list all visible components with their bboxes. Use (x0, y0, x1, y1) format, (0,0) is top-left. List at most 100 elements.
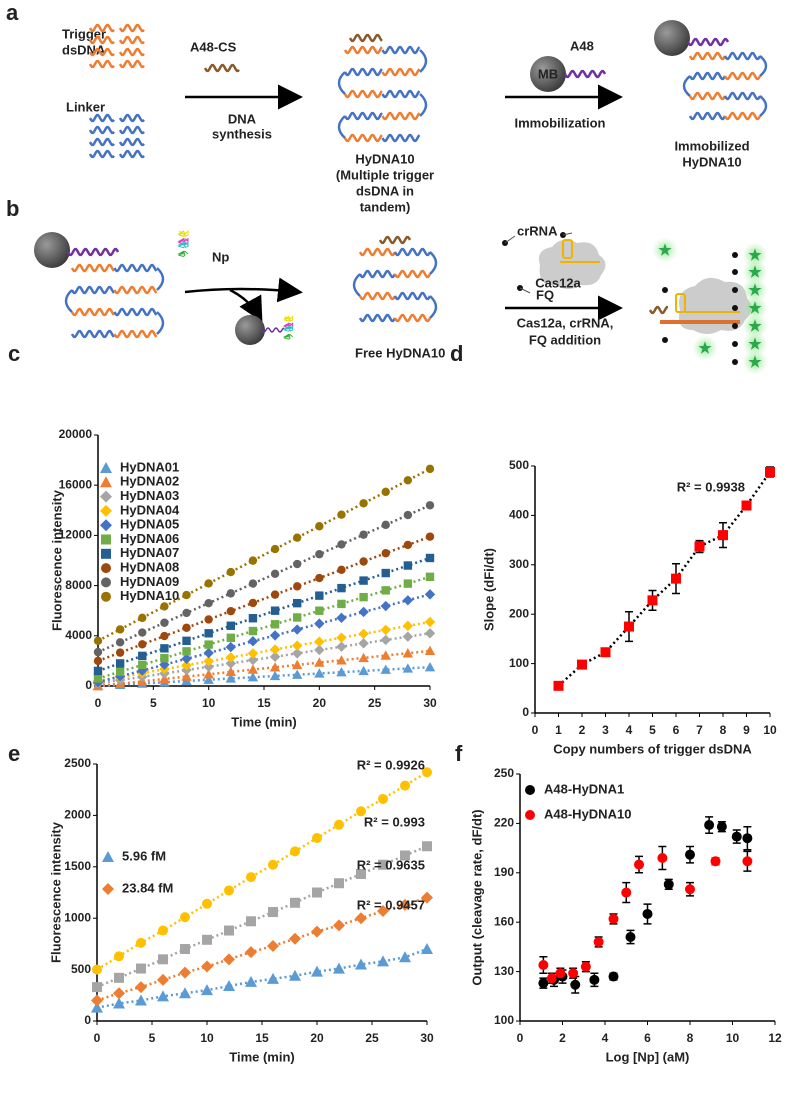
legend-marker (101, 577, 111, 588)
marker (91, 1001, 103, 1013)
label: synthesis (212, 126, 272, 141)
strand (358, 247, 397, 257)
glow (742, 331, 768, 357)
label: Linker (66, 99, 105, 114)
y-tick-label: 0 (84, 1013, 91, 1027)
marker (741, 500, 752, 511)
marker (336, 655, 347, 665)
marker (245, 975, 257, 987)
crrna (562, 239, 573, 259)
marker (248, 579, 258, 588)
strand (261, 327, 285, 333)
marker (555, 968, 566, 979)
marker (135, 981, 147, 994)
x-tick-label: 0 (532, 723, 539, 737)
marker (381, 520, 390, 530)
marker (269, 670, 281, 681)
marker (710, 856, 721, 867)
marker (270, 590, 280, 599)
marker (378, 859, 388, 870)
marker (402, 631, 414, 642)
marker (315, 573, 324, 583)
x-tick-label: 25 (365, 1031, 379, 1045)
strand (723, 51, 762, 61)
marker (292, 640, 303, 651)
loop (682, 75, 691, 97)
legend-label: HyDNA02 (120, 474, 179, 489)
strand (393, 247, 432, 257)
marker (403, 510, 413, 520)
x-axis-title: Time (min) (231, 714, 297, 729)
glow (652, 237, 678, 263)
marker (270, 569, 280, 579)
quencher (662, 287, 668, 293)
panel-label: d (450, 341, 463, 366)
marker (403, 579, 413, 588)
marker (202, 898, 212, 909)
marker (399, 898, 411, 911)
fq (519, 287, 531, 294)
y-tick-label: 100 (494, 1013, 514, 1027)
marker (224, 925, 234, 936)
marker (731, 831, 742, 842)
marker (337, 583, 346, 593)
strand (381, 67, 421, 77)
strand (393, 291, 432, 301)
marker (225, 652, 236, 663)
strand (343, 111, 383, 121)
marker (642, 908, 653, 919)
y-axis-title: Output (cleavage rate, dF/dt) (469, 809, 484, 985)
x-tick-label: 15 (257, 696, 271, 710)
marker (292, 648, 303, 659)
y-tick-label: 2000 (64, 808, 91, 822)
marker (113, 987, 125, 1000)
y-tick-label: 2500 (64, 756, 91, 770)
x-tick-label: 5 (649, 723, 656, 737)
marker (136, 963, 146, 974)
panel-label: e (8, 741, 20, 766)
marker (589, 974, 600, 985)
marker (267, 972, 279, 984)
marker (359, 592, 368, 602)
marker (201, 960, 213, 973)
x-axis-title: Copy numbers of trigger dsDNA (553, 741, 752, 756)
marker (718, 530, 728, 541)
x-tick-label: 3 (602, 723, 609, 737)
strand (70, 263, 115, 273)
marker (400, 780, 410, 791)
marker (399, 951, 411, 963)
trend-line (97, 556, 431, 673)
marker (247, 648, 259, 659)
marker (247, 664, 259, 674)
x-tick-label: 20 (313, 696, 327, 710)
marker (359, 576, 368, 585)
marker (765, 466, 775, 477)
legend-marker (101, 534, 111, 545)
trend-line (96, 896, 428, 1002)
marker (160, 631, 169, 641)
strand (723, 71, 762, 81)
star: ★ (748, 354, 762, 371)
label: Cas12a (535, 275, 581, 290)
marker (115, 667, 125, 676)
loop (156, 267, 165, 291)
strand (113, 329, 158, 339)
fq (562, 232, 573, 236)
strand (118, 125, 145, 135)
legend-marker (102, 851, 114, 862)
panel-label: c (8, 341, 20, 366)
arrow (184, 277, 303, 303)
strand (688, 91, 727, 101)
x-tick-label: 10 (200, 1031, 214, 1045)
quencher (732, 269, 738, 275)
panel-label: b (6, 196, 19, 221)
marker (202, 934, 212, 945)
marker (425, 532, 435, 541)
marker (422, 841, 432, 852)
y-axis-title: Fluorescence intensity (48, 821, 63, 963)
marker (224, 885, 234, 896)
strand (70, 329, 115, 339)
x-axis-title: Time (min) (229, 1049, 295, 1064)
label: Free HyDNA10 (355, 345, 445, 360)
bead (530, 56, 566, 92)
